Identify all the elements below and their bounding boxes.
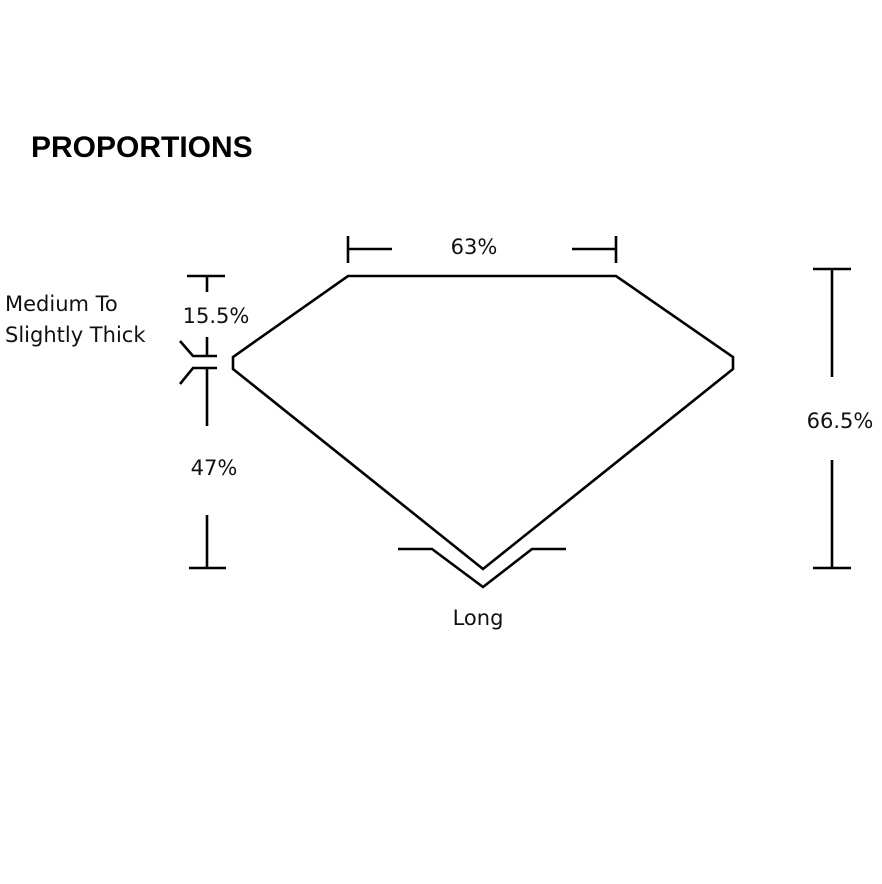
pavilion-dimension [178,366,226,570]
crown-label: 15.5% [183,304,250,328]
pavilion-label: 47% [191,456,238,480]
page-title: PROPORTIONS [31,131,253,164]
table-dimension [346,236,618,263]
diamond-outline [231,274,735,571]
girdle-label-line1: Medium To [5,292,118,316]
total-depth-dimension [813,267,851,570]
culet-label: Long [453,606,504,630]
girdle-label-line2: Slightly Thick [5,323,146,347]
crown-dimension [179,274,225,358]
table-label: 63% [451,235,498,259]
culet-marker [398,547,566,589]
total-depth-label: 66.5% [807,409,874,433]
